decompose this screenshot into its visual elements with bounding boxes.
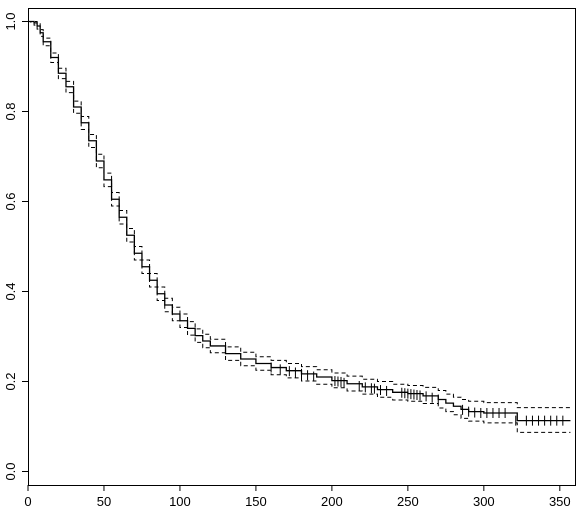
plot-frame (28, 8, 576, 486)
survival-curve (28, 20, 571, 422)
x-tick-label: 350 (549, 494, 571, 509)
y-tick-label: 0.8 (3, 102, 18, 120)
series-layer (28, 20, 571, 433)
x-tick-label: 50 (97, 494, 111, 509)
x-tick-label: 200 (321, 494, 343, 509)
x-tick-label: 250 (397, 494, 419, 509)
censor-marks (270, 362, 564, 426)
x-tick-label: 0 (24, 494, 31, 509)
x-tick-label: 150 (245, 494, 267, 509)
x-tick-label: 300 (473, 494, 495, 509)
y-tick-label: 0.4 (3, 282, 18, 300)
x-axis: 0 50 100 150 200 250 300 350 (24, 485, 571, 509)
y-tick-label: 0.2 (3, 372, 18, 390)
y-axis: 0.0 0.2 0.4 0.6 0.8 1.0 (3, 12, 28, 481)
upper-confidence-band (28, 21, 571, 409)
lower-confidence-band (28, 21, 571, 433)
x-tick-label: 100 (169, 494, 191, 509)
y-tick-label: 0.6 (3, 192, 18, 210)
y-tick-label: 0.0 (3, 462, 18, 480)
y-tick-label: 1.0 (3, 12, 18, 30)
